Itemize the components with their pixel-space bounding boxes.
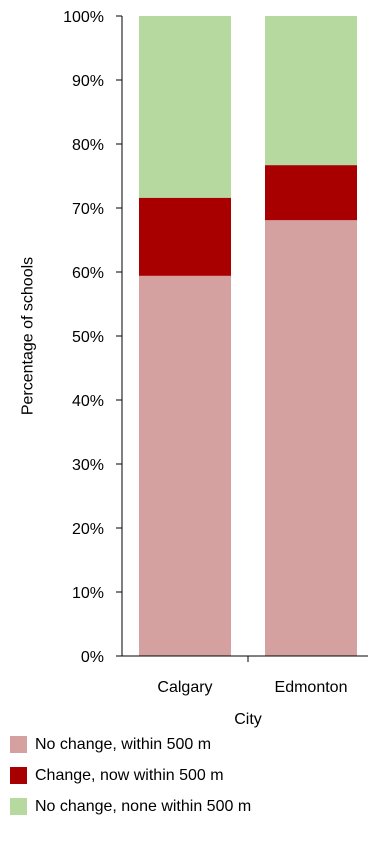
y-tick-label: 90% [72, 73, 104, 90]
legend-label: Change, now within 500 m [35, 767, 224, 784]
legend-label: No change, none within 500 m [35, 798, 252, 815]
x-tick-label: Calgary [157, 679, 212, 696]
stacked-bar-chart: 0% 10% 20% 30% 40% 50% 60% 70% 80% 90% 100% Calgar… [20, 9, 368, 728]
y-tick-label: 60% [72, 265, 104, 282]
y-tick-label: 20% [72, 521, 104, 538]
bar-edmonton-series-2 [265, 16, 357, 166]
legend-swatch [10, 767, 27, 784]
y-tick-label: 70% [72, 201, 104, 218]
bar-calgary-series-1 [139, 197, 231, 276]
y-tick-label: 100% [63, 9, 104, 26]
x-axis-title: City [234, 711, 262, 728]
legend: No change, within 500 m Change, now withi… [10, 736, 251, 829]
y-tick-label: 0% [81, 649, 104, 666]
y-tick-label: 30% [72, 457, 104, 474]
bar-calgary-series-2 [139, 16, 231, 198]
bars [139, 16, 357, 656]
legend-item: No change, none within 500 m [10, 798, 251, 815]
x-tick-label: Edmonton [275, 679, 348, 696]
legend-swatch [10, 798, 27, 815]
y-axis-ticks: 0% 10% 20% 30% 40% 50% 60% 70% 80% 90% 100% [63, 9, 122, 666]
y-tick-label: 10% [72, 585, 104, 602]
legend-item: Change, now within 500 m [10, 767, 251, 784]
x-axis-ticks: Calgary Edmonton [157, 656, 348, 696]
bar-edmonton-series-0 [265, 220, 357, 656]
legend-label: No change, within 500 m [35, 736, 212, 753]
y-tick-label: 40% [72, 393, 104, 410]
y-axis-title: Percentage of schools [20, 257, 37, 415]
bar-calgary-series-0 [139, 275, 231, 656]
bar-edmonton-series-1 [265, 165, 357, 221]
y-tick-label: 80% [72, 137, 104, 154]
y-tick-label: 50% [72, 329, 104, 346]
legend-item: No change, within 500 m [10, 736, 251, 753]
legend-swatch [10, 736, 27, 753]
